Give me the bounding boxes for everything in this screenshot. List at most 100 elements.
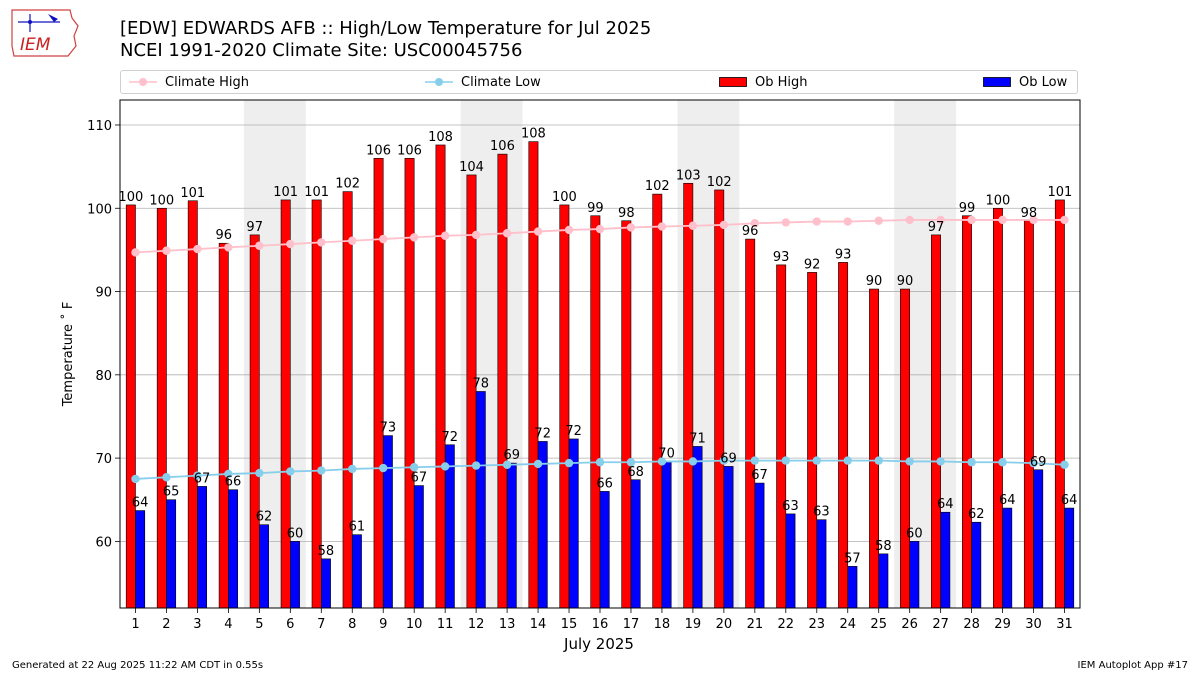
y-axis-title: Temperature ˚ F [60,302,76,408]
ob-low-value-label-16: 66 [596,476,613,491]
climate-low-point-22 [781,456,791,465]
x-tick-label-3: 3 [193,617,201,632]
ob-low-value-label-30: 69 [1030,455,1047,470]
legend-ob-high: Ob High [719,71,808,93]
climate-high-point-19 [688,221,698,230]
climate-low-point-13 [502,460,512,469]
ob-low-value-label-13: 69 [503,448,520,463]
climate-low-point-24 [843,456,852,465]
weekend-band-1 [460,100,523,608]
ob-low-value-label-8: 61 [349,520,366,535]
ob-low-bar-14 [537,441,548,609]
ob-high-value-label-18: 102 [645,179,670,194]
ob-high-bar-29 [992,207,1003,609]
ob-high-value-label-16: 99 [587,201,604,216]
ob-low-value-label-14: 72 [534,426,551,441]
ob-low-bar-3 [197,486,208,609]
bars [125,141,1075,609]
ob-high-value-label-28: 99 [959,201,976,216]
x-tick-label-14: 14 [530,617,547,632]
climate-low-point-30 [1029,458,1038,468]
ob-low-bar-12 [475,391,486,609]
ob-high-bar-5 [249,234,260,609]
ob-low-bar-31 [1064,507,1075,609]
ob-high-value-label-27: 97 [928,220,945,235]
ob-low-value-label-10: 67 [411,471,428,486]
climate-low-point-31 [1060,460,1069,469]
ob-high-value-label-15: 100 [552,190,577,205]
ob-high-bar-30 [1023,220,1034,609]
ob-low-bar-9 [382,435,393,609]
climate-high-point-23 [812,217,821,226]
ob-high-value-label-3: 101 [180,186,205,201]
x-tick-label-6: 6 [286,617,294,632]
climate-high-point-27 [936,215,945,225]
legend-ob-low-label: Ob Low [1019,74,1068,90]
ob-low-value-label-21: 67 [751,468,768,483]
ob-low-value-label-11: 72 [442,430,459,445]
weekend-band-3 [894,100,957,608]
x-tick-label-5: 5 [255,617,263,632]
climate-low-point-20 [719,456,729,465]
ob-high-value-label-2: 100 [149,193,174,208]
ob-high-bar-4 [218,242,229,609]
ob-high-value-label-9: 106 [366,143,391,158]
y-tick-label-90: 90 [95,286,112,301]
ob-high-bar-6 [280,199,291,609]
ob-low-value-label-19: 71 [689,431,706,446]
ob-low-bar-22 [785,513,796,609]
climate-low-point-27 [936,457,945,466]
ob-low-bar-23 [816,519,827,609]
ob-high-bar-22 [776,264,787,609]
climate-low-line [135,459,1065,480]
ob-high-bar-7 [311,199,322,609]
iem-logo: IEM [11,9,79,57]
climate-low-point-10 [409,463,419,472]
ob-high-value-label-17: 98 [618,206,635,221]
ob-high-bar-21 [745,238,756,609]
climate-high-point-28 [967,215,976,225]
ob-low-bar-29 [1002,507,1013,609]
ob-low-bar-30 [1033,469,1044,609]
weekend-band-0 [243,100,306,608]
climate-high-point-14 [533,227,543,236]
climate-low-point-25 [874,456,883,465]
x-tick-label-18: 18 [654,617,671,632]
climate-low-point-7 [317,466,326,475]
ob-low-value-label-6: 60 [287,526,304,541]
legend-climate-low-swatch-icon [425,78,453,86]
y-tick-label-60: 60 [95,535,112,550]
legend-climate-high-label: Climate High [165,74,250,90]
climate-high-point-17 [626,223,636,232]
gridlines [120,124,1080,542]
ob-high-bar-15 [559,204,570,609]
x-tick-label-2: 2 [162,617,170,632]
climate-low-point-4 [224,469,233,479]
ob-high-bar-28 [962,215,972,609]
climate-high-point-11 [440,231,450,240]
y-tick-label-70: 70 [95,452,112,467]
climate-high-point-7 [317,238,326,247]
legend-ob-low: Ob Low [983,71,1067,93]
ob-high-value-label-1: 100 [118,190,143,205]
ob-high-bar-27 [931,234,941,609]
ob-low-value-label-23: 63 [813,505,830,520]
x-tick-label-9: 9 [379,617,387,632]
climate-high-point-20 [719,220,729,230]
ob-high-bar-13 [497,153,508,609]
chart-title: [EDW] EDWARDS AFB :: High/Low Temperatur… [120,18,652,39]
ob-low-bar-2 [166,499,177,609]
x-tick-label-22: 22 [778,617,795,632]
climate-low-point-18 [657,457,667,466]
ob-high-bar-9 [373,157,384,609]
ob-low-bar-1 [135,510,146,609]
chart-subtitle: NCEI 1991-2020 Climate Site: USC00045756 [120,40,523,61]
x-tick-label-24: 24 [839,617,856,632]
climate-low-point-6 [286,467,295,476]
ob-high-bar-11 [435,144,446,609]
climate-low-point-2 [162,473,171,482]
ob-low-value-label-28: 62 [968,507,985,522]
ob-high-bar-24 [838,262,849,609]
ob-high-value-label-4: 96 [215,228,232,243]
